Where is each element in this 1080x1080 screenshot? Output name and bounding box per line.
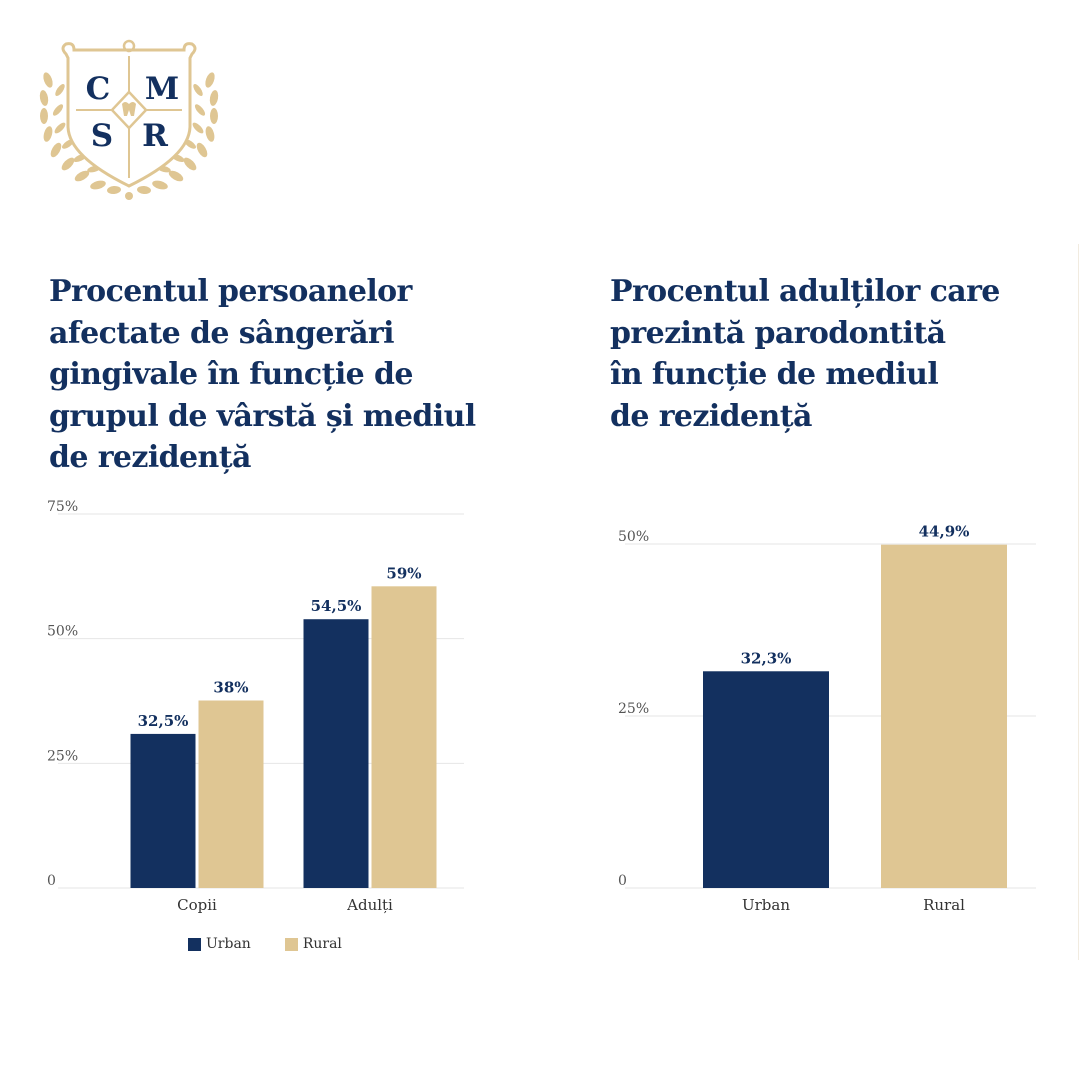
bar-urban-adulți [303, 619, 369, 888]
data-label: 59% [386, 564, 421, 582]
bar-rural-copii [198, 700, 264, 888]
y-tick-label: 25% [47, 748, 78, 764]
y-tick-label: 50% [618, 529, 649, 545]
x-category-label: Adulți [346, 896, 393, 914]
periodontitis-chart: 0 25% 50% 32,3% Urban 44,9% Rural [618, 523, 1036, 914]
data-label: 32,3% [741, 649, 792, 667]
left-chart-title: Procentul persoanelor afectate de sânger… [49, 274, 476, 475]
bar-rural-adulți [371, 586, 437, 888]
laurel-right-icon [137, 72, 219, 195]
shield-icon [61, 39, 197, 188]
logo-letter-r: R [142, 118, 168, 154]
logo-letter-c: C [86, 71, 111, 107]
legend-label-rural: Rural [302, 936, 342, 952]
data-label: 38% [213, 679, 248, 697]
legend-swatch-rural [284, 937, 298, 951]
y-tick-label: 0 [47, 873, 56, 889]
cmsr-logo: C M S R [39, 39, 219, 200]
gingival-bleeding-chart: 0 25% 50% 75% 32,5% 38% Copii 54,5% 59% Adulți [47, 499, 464, 914]
legend-swatch-urban [188, 937, 201, 951]
right-chart-title: Procentul adulților care prezintă parodo… [610, 274, 1000, 434]
bar-urban-urban [703, 671, 829, 888]
data-label: 44,9% [919, 523, 970, 541]
x-category-label: Urban [742, 896, 790, 914]
x-category-label: Rural [923, 896, 965, 914]
legend-item-urban: Urban [188, 936, 251, 952]
logo-letter-m: M [145, 71, 179, 107]
bar-rural-rural [881, 544, 1007, 888]
y-tick-label: 75% [47, 499, 78, 515]
chart-legend: Urban Rural [188, 936, 342, 952]
data-label: 32,5% [138, 712, 189, 730]
y-tick-label: 0 [618, 873, 627, 889]
data-label: 54,5% [311, 597, 362, 615]
x-category-label: Copii [177, 896, 217, 914]
page-edge-divider [1078, 244, 1079, 960]
legend-label-urban: Urban [206, 936, 251, 952]
bar-urban-copii [130, 733, 196, 888]
y-tick-label: 50% [47, 624, 78, 640]
logo-letter-s: S [91, 118, 113, 154]
y-tick-label: 25% [618, 701, 649, 717]
legend-item-rural: Rural [284, 936, 342, 952]
